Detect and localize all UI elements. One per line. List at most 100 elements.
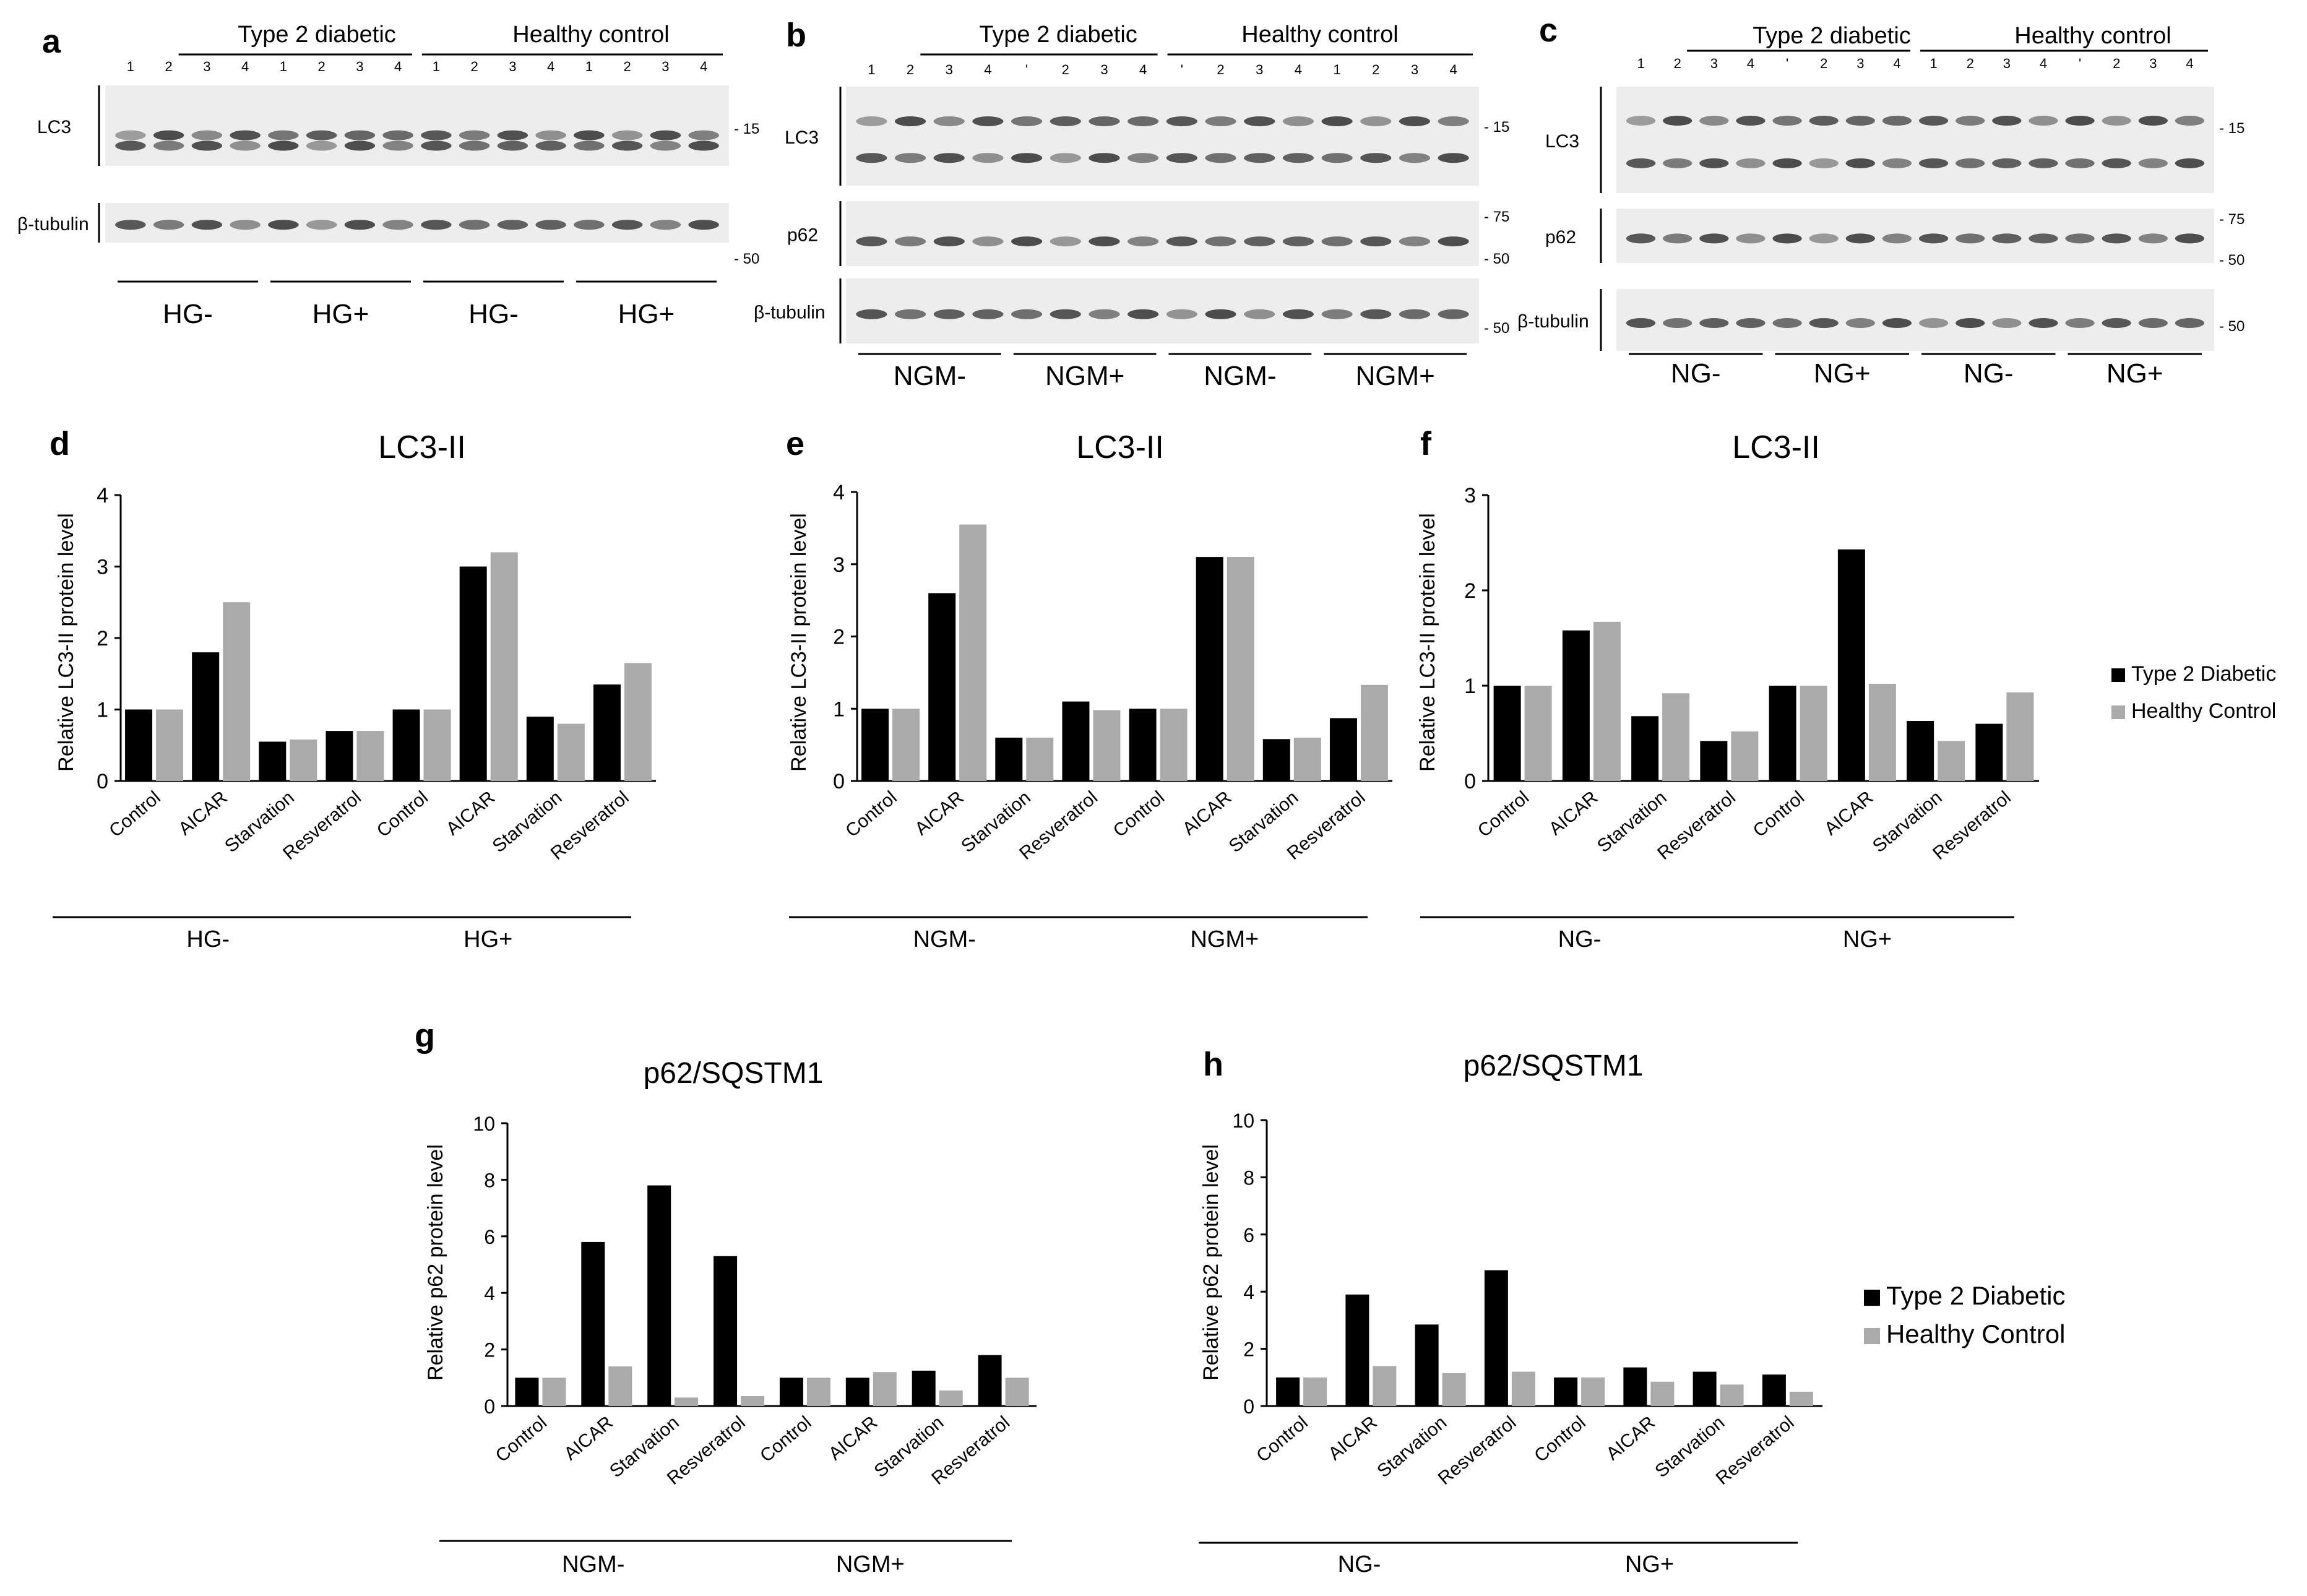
blot-band xyxy=(2065,158,2095,168)
bar-diabetic-resveratrol xyxy=(1329,718,1357,781)
blot-band xyxy=(1772,233,1802,244)
blot-band xyxy=(1699,318,1729,328)
x-category-label: AICAR xyxy=(175,787,231,839)
x-category-label: Control xyxy=(105,787,164,841)
x-category-label: Control xyxy=(492,1412,551,1466)
blot-band xyxy=(1663,233,1693,244)
blot-band xyxy=(115,140,146,151)
blot-band xyxy=(2102,318,2131,328)
lane-number: 1 xyxy=(127,59,134,74)
bar-control-control xyxy=(423,709,451,781)
group-label: HG- xyxy=(186,926,230,952)
blot-band xyxy=(1244,309,1275,319)
bar-control-starvation xyxy=(1293,737,1321,781)
mw-marker: - 15 xyxy=(1484,119,1509,136)
blot-panel-c: c Type 2 diabetic Healthy control 1 2 3 4 ' 2 3 4 1… xyxy=(1517,12,2244,389)
x-category-label: AICAR xyxy=(560,1412,616,1464)
bar-control-control xyxy=(1581,1377,1605,1406)
lane-number: 3 xyxy=(1856,56,1864,71)
legend-label: Healthy Control xyxy=(1886,1319,2065,1348)
mw-marker: - 75 xyxy=(2219,211,2244,228)
y-tick-label: 8 xyxy=(1243,1167,1254,1189)
blot-band xyxy=(611,130,643,140)
blot-band xyxy=(1089,309,1120,319)
blot-band xyxy=(1321,309,1353,319)
y-tick-label: 4 xyxy=(833,481,845,504)
y-tick-label: 3 xyxy=(97,556,108,579)
group-label: Healthy control xyxy=(1241,22,1398,48)
bar-control-aicar xyxy=(1227,557,1254,781)
blot-band xyxy=(1663,318,1693,328)
blot-band xyxy=(1438,116,1469,126)
blot-band xyxy=(1772,158,1802,168)
y-tick-label: 10 xyxy=(473,1113,495,1135)
blot-band xyxy=(894,153,926,163)
blot-band xyxy=(1736,116,1766,126)
lane-number: 1 xyxy=(1333,62,1340,77)
blot-band xyxy=(268,140,299,151)
blot-band xyxy=(933,153,965,163)
lane-number: 3 xyxy=(1411,62,1418,77)
blot-band xyxy=(894,236,926,247)
bar-diabetic-aicar xyxy=(581,1241,605,1406)
mw-marker: - 50 xyxy=(2219,252,2244,269)
blot-band xyxy=(611,220,643,230)
blot-band xyxy=(421,130,452,140)
mw-marker: - 15 xyxy=(2219,120,2244,137)
blot-band xyxy=(497,130,528,140)
blot-band xyxy=(1438,309,1469,319)
bar-control-control xyxy=(1303,1377,1327,1406)
blot-band xyxy=(1918,318,1949,328)
mw-marker: - 50 xyxy=(1484,251,1509,267)
blot-band xyxy=(2175,158,2205,168)
group-label: Type 2 diabetic xyxy=(238,22,396,48)
panel-letter: a xyxy=(42,23,61,60)
blot-band xyxy=(153,220,184,230)
bar-diabetic-control xyxy=(1554,1377,1578,1406)
blot-band xyxy=(230,220,261,230)
blot-band xyxy=(382,140,413,151)
lane-number: 3 xyxy=(1100,62,1108,77)
blot-band xyxy=(230,140,261,151)
bar-control-starvation xyxy=(290,740,317,781)
blot-band xyxy=(972,153,1004,163)
group-label: NGM- xyxy=(562,1551,624,1577)
blot-band xyxy=(1050,116,1081,126)
x-category-label: Control xyxy=(1530,1412,1589,1466)
blot-band xyxy=(1399,309,1431,319)
bar-control-starvation xyxy=(1662,693,1690,781)
lane-number: 3 xyxy=(356,59,363,74)
y-tick-label: 4 xyxy=(484,1282,495,1305)
group-label: Healthy control xyxy=(512,22,669,48)
blot-band xyxy=(1809,233,1839,244)
bar-control-aicar xyxy=(490,552,518,781)
blot-row-p62: p62 - 75 - 50 xyxy=(1545,209,2244,269)
lane-number: 2 xyxy=(471,59,478,74)
x-category-label: Control xyxy=(1474,787,1533,841)
y-tick-label: 6 xyxy=(484,1226,495,1248)
condition-label: HG+ xyxy=(618,299,675,329)
blot-band xyxy=(2175,233,2205,244)
blot-band xyxy=(856,309,887,319)
blot-band xyxy=(894,309,926,319)
group-label: NG- xyxy=(1338,1551,1381,1577)
blot-band xyxy=(2138,116,2168,126)
blot-band xyxy=(344,130,376,140)
blot-band xyxy=(1205,153,1236,163)
blot-band xyxy=(1205,309,1236,319)
y-tick-label: 1 xyxy=(833,697,845,721)
lane-number: 1 xyxy=(868,62,875,77)
bar-diabetic-starvation xyxy=(995,737,1023,781)
blot-row-label: LC3 xyxy=(785,127,819,148)
x-category-label: AICAR xyxy=(1179,787,1235,839)
bar-diabetic-resveratrol xyxy=(326,731,353,781)
blot-band xyxy=(2029,233,2058,244)
blot-band xyxy=(421,140,452,151)
legend-swatch xyxy=(1864,1290,1880,1306)
blot-band xyxy=(1956,158,1985,168)
blot-band xyxy=(459,130,490,140)
bar-control-aicar xyxy=(1373,1366,1397,1406)
lane-number: 3 xyxy=(1256,62,1263,77)
blot-row-tubulin: β-tubulin - 50 xyxy=(754,278,1509,343)
bar-control-aicar xyxy=(1650,1381,1675,1406)
